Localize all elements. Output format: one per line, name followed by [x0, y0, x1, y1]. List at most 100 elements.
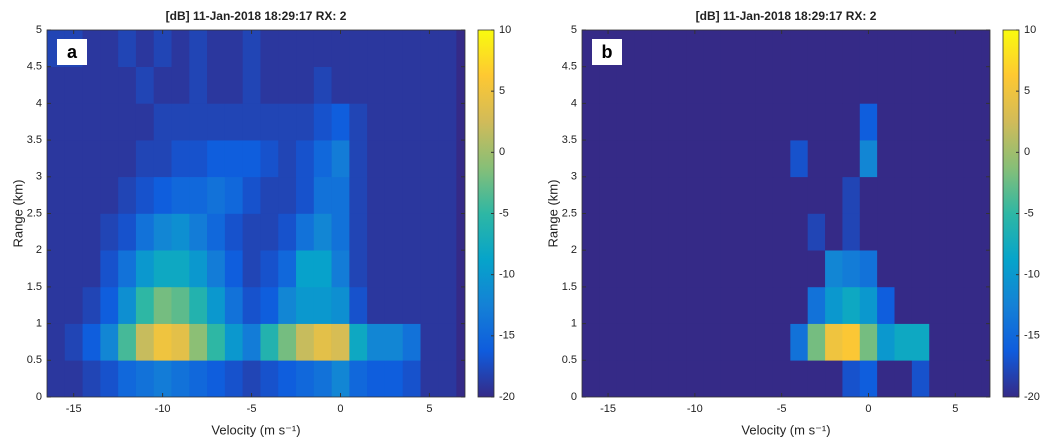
- heat-cell: [651, 360, 670, 397]
- heat-cell: [894, 286, 913, 324]
- x-tick-label: 5: [426, 403, 432, 415]
- chart-title: [dB] 11-Jan-2018 18:29:17 RX: 2: [696, 9, 877, 23]
- heat-cell: [877, 286, 895, 324]
- heat-cell: [877, 323, 895, 361]
- heat-cell: [616, 66, 635, 104]
- heat-cell: [703, 213, 722, 251]
- heat-cell: [825, 30, 843, 67]
- heat-cell: [153, 66, 172, 104]
- heat-cell: [582, 176, 600, 214]
- heat-cell: [420, 250, 439, 288]
- x-tick-label: -10: [687, 403, 703, 415]
- heat-cell: [582, 250, 600, 288]
- colorbar-tick-label: -20: [1024, 391, 1040, 403]
- heat-cell: [929, 66, 947, 104]
- colorbar-tick-label: 5: [1024, 85, 1030, 97]
- heat-cell: [963, 176, 982, 214]
- heat-cell: [189, 176, 208, 214]
- heat-cell: [384, 323, 404, 361]
- heat-cell: [894, 360, 913, 397]
- heat-cell: [207, 30, 226, 67]
- y-tick-label: 2.5: [562, 207, 577, 219]
- heat-cell: [171, 360, 190, 397]
- heat-cell: [402, 30, 421, 67]
- heat-cell: [153, 360, 172, 397]
- x-tick-label: -15: [600, 403, 616, 415]
- heat-cell: [349, 30, 368, 67]
- heat-cell: [367, 176, 386, 214]
- y-tick-label: 4.5: [562, 61, 577, 73]
- heat-cell: [755, 360, 774, 397]
- heat-cell: [82, 103, 101, 141]
- heat-cell: [438, 140, 457, 178]
- heat-cell: [135, 176, 155, 214]
- y-tick-label: 1.5: [27, 281, 42, 293]
- y-tick-label: 3.5: [27, 134, 42, 146]
- heat-cell: [616, 250, 635, 288]
- heat-cell: [929, 176, 947, 214]
- heat-cell: [842, 360, 861, 397]
- heat-cell: [911, 213, 930, 251]
- heat-cell: [384, 176, 404, 214]
- heat-cell: [634, 66, 652, 104]
- panel-label: a: [67, 42, 78, 62]
- y-tick-label: 4: [36, 97, 42, 109]
- y-tick-label: 3.5: [562, 134, 577, 146]
- heat-cell: [402, 360, 421, 397]
- heat-cell: [859, 30, 878, 67]
- heat-cell: [189, 323, 208, 361]
- heat-cell: [772, 30, 791, 67]
- heat-cell: [367, 323, 386, 361]
- heat-cell: [242, 250, 261, 288]
- cells: [582, 30, 982, 397]
- heat-cell: [171, 286, 190, 324]
- heat-cell: [313, 103, 332, 141]
- heat-cell: [686, 213, 704, 251]
- heat-cell: [651, 30, 670, 67]
- heat-cell: [100, 103, 119, 141]
- heat-cell: [825, 213, 843, 251]
- heat-cell: [668, 286, 687, 324]
- heat-cell: [296, 140, 315, 178]
- heat-cell: [82, 176, 101, 214]
- heat-cell: [278, 140, 297, 178]
- heat-cell: [296, 176, 315, 214]
- heat-cell: [825, 323, 843, 361]
- y-axis-label: Range (km): [545, 180, 560, 248]
- heat-cell: [64, 286, 83, 324]
- heat-cell: [438, 323, 457, 361]
- heat-cell: [929, 140, 947, 178]
- heat-cell: [807, 360, 826, 397]
- heat-cell: [686, 360, 704, 397]
- heat-cell: [825, 103, 843, 141]
- heat-cell: [877, 250, 895, 288]
- heat-cell: [313, 213, 332, 251]
- x-tick-label: 0: [337, 403, 343, 415]
- heat-cell: [438, 286, 457, 324]
- heat-cell: [807, 250, 826, 288]
- heat-cell: [384, 103, 404, 141]
- heat-cell: [260, 250, 279, 288]
- heat-cell: [331, 213, 350, 251]
- heat-cell: [135, 103, 155, 141]
- heat-cell: [634, 360, 652, 397]
- heat-cell: [877, 103, 895, 141]
- heat-cell: [790, 30, 809, 67]
- heat-cell: [349, 360, 368, 397]
- heat-cell: [331, 30, 350, 67]
- heat-cell: [755, 286, 774, 324]
- heat-cell: [100, 30, 119, 67]
- heat-cell: [224, 323, 243, 361]
- heat-cell: [153, 286, 172, 324]
- heat-cell: [82, 323, 101, 361]
- heat-cell: [582, 360, 600, 397]
- heat-cell: [384, 140, 404, 178]
- x-tick-label: -5: [247, 403, 257, 415]
- heat-cell: [738, 213, 756, 251]
- heat-cell: [118, 176, 137, 214]
- heat-cell: [349, 176, 368, 214]
- heat-cell: [790, 213, 809, 251]
- heat-cell: [82, 213, 101, 251]
- heat-cell: [911, 140, 930, 178]
- heat-cell: [929, 250, 947, 288]
